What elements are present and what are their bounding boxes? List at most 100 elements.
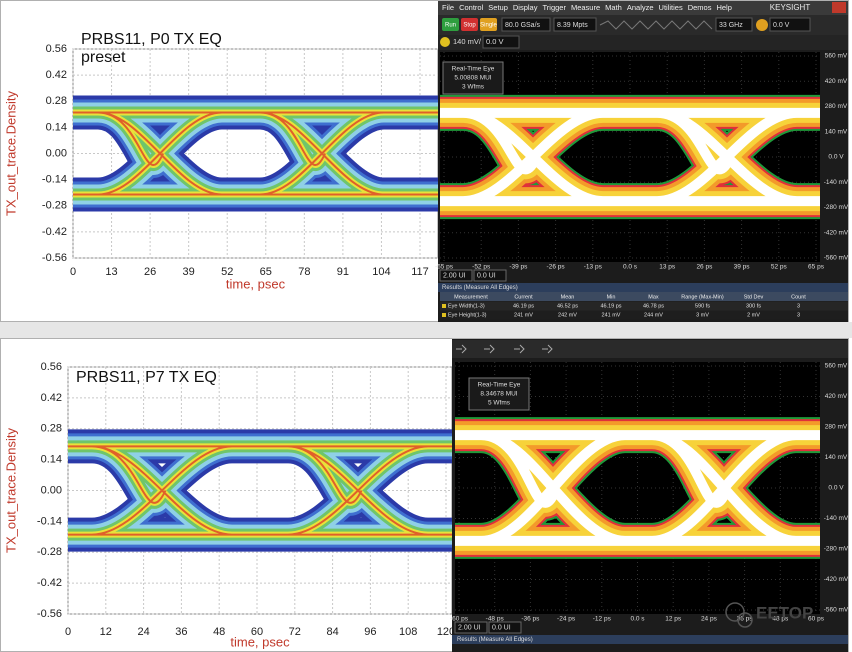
eye-pattern [73,95,438,212]
table-header: Measurement [454,294,488,300]
x-tick-label: 24 [137,626,149,638]
toolbar-arrow[interactable] [514,344,525,354]
results-bar [438,283,848,292]
x-tick-label: 78 [298,266,310,278]
y-tick-label: -0.42 [37,577,62,589]
panel-title: PRBS11, P0 TX EQ [81,31,222,48]
menu-item[interactable]: File [442,3,454,12]
watermark-icon [737,612,753,628]
button[interactable] [461,18,478,31]
panel-border [0,0,849,322]
scope-x-tick: 48 ps [772,616,789,623]
close-button[interactable] [832,2,846,13]
scope-y-tick: 0.0 V [828,485,844,492]
x-tick-label: 0 [65,626,71,638]
menu-item[interactable]: Analyze [627,3,654,12]
table-row-bg [440,310,848,320]
scope-x-tick: -13 ps [584,264,603,271]
menu-item[interactable]: Math [605,3,622,12]
x-tick-label: 108 [399,626,417,638]
timebase-wave [599,20,713,30]
table-cell: 2 mV [747,312,760,318]
menu-item[interactable]: Utilities [659,3,683,12]
panel-subtitle: preset [81,49,126,66]
y-axis-label: TX_out_trace.Density [3,428,18,554]
y-tick-label: 0.28 [41,423,62,435]
scope-y-tick: -420 mV [824,576,849,583]
toolbar-arrow[interactable] [484,344,495,354]
scope-x-tick: -65 ps [435,264,454,271]
x-tick-label: 12 [100,626,112,638]
field [473,269,507,282]
y-tick-label: 0.42 [41,392,62,404]
y-tick-label: 0.56 [46,43,67,55]
table-cell: Eye Width(1-3) [448,303,485,309]
sample-rate: 80.0 GSa/s [505,22,541,29]
field [553,17,597,32]
table-cell: 46.52 ps [557,303,578,309]
y-tick-label: -0.14 [37,515,62,527]
table-cell: 3 [797,312,800,318]
toolbar-arrow[interactable] [542,344,553,354]
scope-x-tick: -26 ps [547,264,566,271]
scope-y-tick: 560 mV [825,363,848,370]
table-header: Range (Max-Min) [681,294,724,300]
channel-offset: 0.0 V [486,37,504,46]
ui-field: 2.00 UI [458,624,481,631]
button[interactable] [442,18,459,31]
results-bar [452,635,848,644]
toolbar-arrow[interactable] [456,344,467,354]
button-label: Run [445,23,456,29]
x-tick-label: 72 [289,626,301,638]
ui-field: 0.0 UI [477,272,496,279]
panel-title: PRBS11, P7 TX EQ [76,369,217,386]
scope-x-tick: 52 ps [771,264,788,271]
button[interactable] [480,18,497,31]
y-tick-label: 0.28 [46,95,67,107]
info-box [468,377,530,411]
y-tick-label: -0.56 [42,252,67,264]
eye-band [455,430,820,546]
x-tick-label: 0 [70,266,76,278]
menu-item[interactable]: Display [513,3,538,12]
x-tick-label: 26 [144,266,156,278]
y-tick-label: 0.00 [46,147,67,159]
info-text: Real-Time Eye [478,382,521,389]
x-tick-label: 60 [251,626,263,638]
menu-item[interactable]: Control [459,3,484,12]
table-cell: 46.19 ps [600,303,621,309]
y-tick-label: -0.28 [42,200,67,212]
scope-y-tick: -560 mV [824,607,849,614]
x-axis-label: time, psec [226,276,286,291]
eye-band [440,107,820,207]
info-text: 5 Wfms [488,400,511,407]
field [482,35,520,49]
table-row-bg [440,301,848,311]
field [501,17,551,32]
menu-item[interactable]: Demos [688,3,712,12]
ui-field: 2.00 UI [443,272,466,279]
menu-item[interactable]: Setup [488,3,508,12]
info-text: Real-Time Eye [452,66,495,73]
scope-y-tick: 420 mV [825,78,848,85]
scope-x-tick: -24 ps [557,616,576,623]
x-tick-label: 84 [326,626,338,638]
x-axis-label: time, psec [230,634,290,649]
x-tick-label: 48 [213,626,225,638]
channel-bar [438,35,848,50]
scope-y-tick: -280 mV [824,546,849,553]
menu-item[interactable]: Trigger [542,3,566,12]
field [715,17,753,32]
channel-icon [440,37,450,47]
table-cell: 300 fs [746,303,761,309]
y-tick-label: 0.56 [41,361,62,373]
button-label: Single [480,23,497,29]
menu-item[interactable]: Help [716,3,731,12]
scope-x-tick: 26 ps [696,264,713,271]
table-cell: 242 mV [558,312,577,318]
separator [0,322,852,338]
scope-x-tick: -12 ps [593,616,612,623]
brand: KEYSIGHT [770,3,811,12]
menu-item[interactable]: Measure [571,3,600,12]
info-box [442,61,504,95]
